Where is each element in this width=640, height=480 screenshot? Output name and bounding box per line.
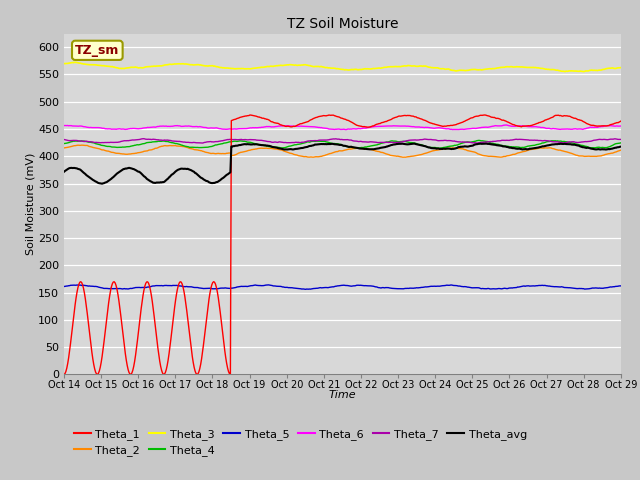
Theta_5	[265, 282, 273, 288]
Theta_2	[204, 150, 212, 156]
Theta_6	[617, 123, 625, 129]
Theta_2	[60, 145, 68, 151]
Theta_1	[388, 116, 396, 121]
Theta_4	[432, 145, 440, 151]
Theta_4	[436, 145, 444, 151]
Theta_7	[60, 137, 68, 143]
Theta_avg	[159, 179, 167, 185]
Line: Theta_avg: Theta_avg	[64, 144, 621, 184]
Theta_2	[389, 153, 397, 158]
Theta_2	[78, 142, 86, 148]
Theta_7	[473, 140, 481, 146]
Theta_2	[481, 153, 489, 158]
Theta_3	[389, 64, 397, 70]
Line: Theta_6: Theta_6	[64, 125, 621, 130]
Theta_5	[390, 286, 398, 291]
Theta_3	[561, 69, 569, 74]
Theta_avg	[434, 145, 442, 151]
Theta_2	[399, 155, 407, 160]
Theta_7	[204, 139, 212, 145]
Theta_3	[480, 66, 488, 72]
Theta_6	[204, 125, 211, 131]
Y-axis label: Soil Moisture (mV): Soil Moisture (mV)	[25, 153, 35, 255]
Theta_4	[204, 144, 211, 150]
Theta_4	[475, 138, 483, 144]
Line: Theta_2: Theta_2	[64, 145, 621, 157]
Theta_avg	[481, 141, 489, 146]
Theta_2	[617, 147, 625, 153]
Theta_avg	[411, 141, 419, 146]
Text: TZ_sm: TZ_sm	[75, 44, 120, 57]
Theta_avg	[204, 179, 212, 184]
Theta_5	[314, 285, 322, 291]
Theta_avg	[313, 142, 321, 147]
Theta_5	[60, 284, 68, 289]
Theta_4	[617, 140, 625, 146]
Theta_avg	[617, 144, 625, 149]
Theta_6	[389, 123, 397, 129]
Theta_avg	[389, 142, 397, 147]
Theta_1	[159, 370, 166, 376]
Theta_2	[159, 143, 167, 149]
Theta_6	[60, 123, 68, 129]
Theta_1	[432, 121, 440, 127]
Theta_4	[388, 138, 396, 144]
Theta_6	[342, 127, 349, 132]
Theta_7	[159, 137, 167, 143]
Theta_7	[433, 137, 440, 143]
Theta_1	[204, 311, 211, 316]
Theta_1	[617, 118, 625, 124]
Theta_3	[313, 63, 321, 69]
Theta_1	[60, 372, 68, 377]
Theta_4	[60, 141, 68, 146]
Line: Theta_7: Theta_7	[64, 139, 621, 143]
Theta_2	[313, 154, 321, 160]
Theta_7	[140, 136, 148, 142]
Theta_4	[481, 138, 489, 144]
Line: Theta_3: Theta_3	[64, 62, 621, 72]
Title: TZ Soil Moisture: TZ Soil Moisture	[287, 17, 398, 31]
Theta_1	[480, 112, 488, 118]
Theta_1	[479, 112, 487, 118]
Theta_6	[502, 122, 510, 128]
Theta_3	[60, 61, 68, 67]
Theta_5	[617, 283, 625, 289]
Theta_6	[159, 123, 166, 129]
Theta_3	[617, 65, 625, 71]
Line: Theta_1: Theta_1	[64, 115, 621, 374]
Legend: Theta_1, Theta_2, Theta_3, Theta_4, Theta_5, Theta_6, Theta_7, Theta_avg: Theta_1, Theta_2, Theta_3, Theta_4, Thet…	[70, 424, 531, 460]
Theta_5	[434, 283, 442, 289]
Theta_5	[302, 287, 310, 292]
Theta_3	[433, 65, 440, 71]
Line: Theta_4: Theta_4	[64, 141, 621, 148]
Theta_7	[389, 140, 397, 145]
Line: Theta_5: Theta_5	[64, 285, 621, 289]
Theta_3	[204, 63, 212, 69]
Theta_avg	[60, 169, 68, 175]
Theta_4	[159, 138, 166, 144]
Theta_7	[481, 139, 489, 145]
Theta_avg	[99, 181, 106, 187]
Theta_5	[159, 283, 166, 288]
Theta_5	[481, 286, 489, 292]
Theta_6	[480, 124, 488, 130]
Theta_5	[204, 286, 211, 291]
Theta_7	[313, 138, 321, 144]
Theta_6	[433, 125, 440, 131]
Theta_1	[312, 115, 320, 120]
X-axis label: Time: Time	[328, 390, 356, 400]
Theta_6	[312, 124, 320, 130]
Theta_3	[159, 62, 167, 68]
Theta_4	[312, 138, 320, 144]
Theta_2	[434, 147, 442, 153]
Theta_3	[71, 60, 79, 65]
Theta_7	[617, 136, 625, 142]
